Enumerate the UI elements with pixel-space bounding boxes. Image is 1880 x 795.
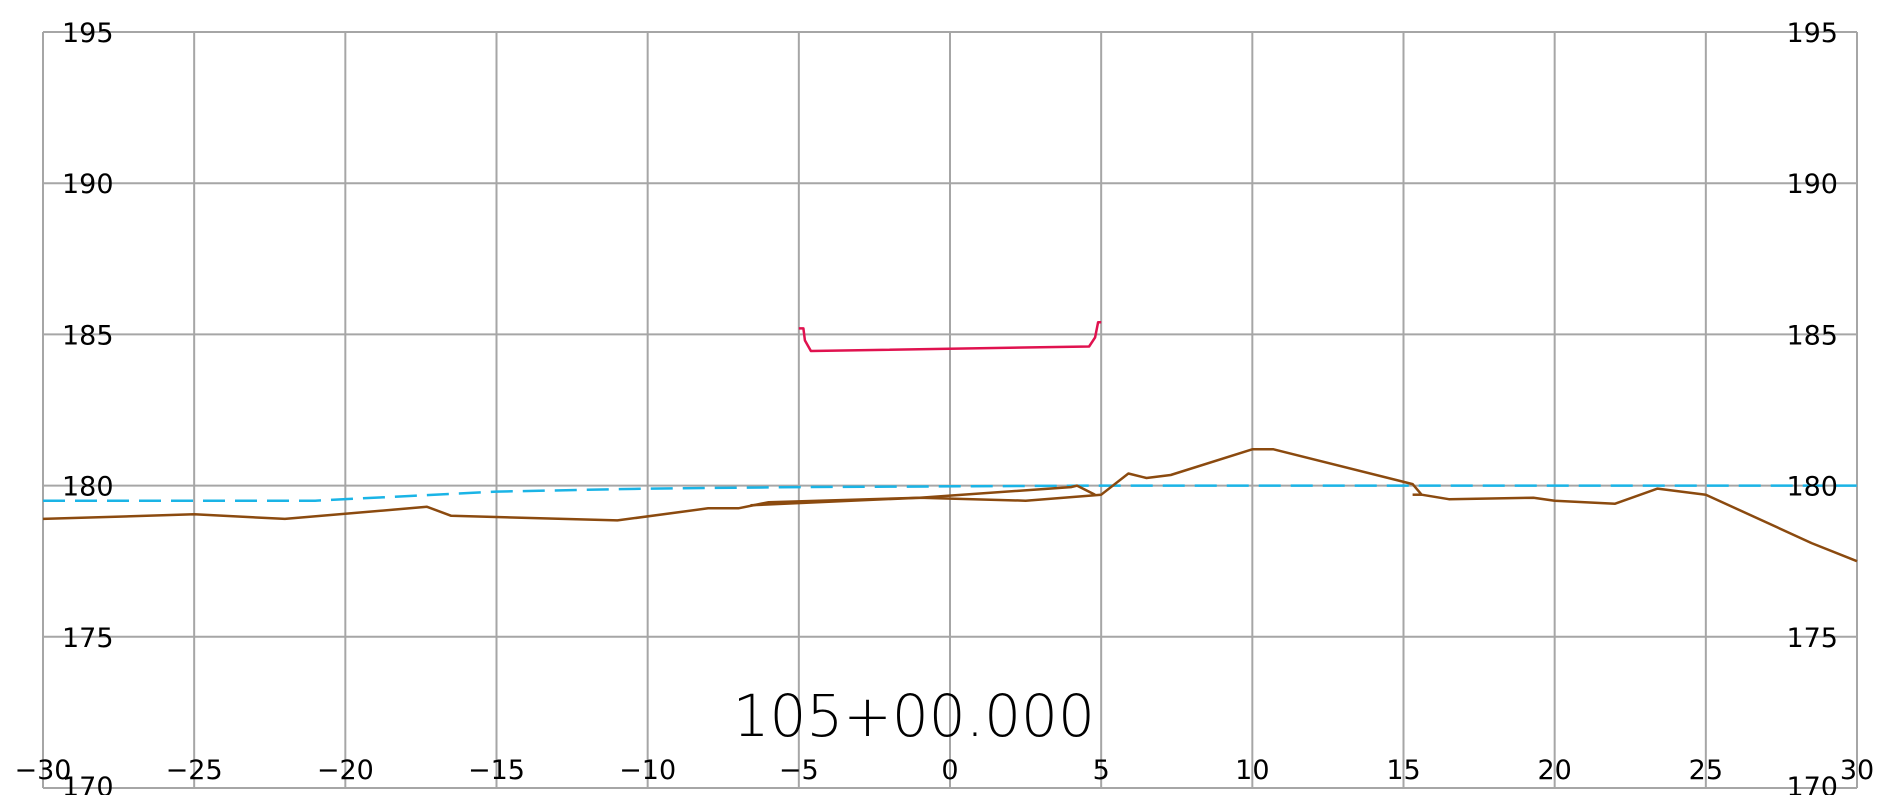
x-tick-label: −15 (468, 755, 525, 786)
x-tick-label: 10 (1235, 755, 1269, 786)
y-tick-label-left: 170 (62, 772, 114, 795)
series-line (798, 321, 1102, 353)
series-line (42, 448, 1858, 563)
y-tick-label-right: 185 (1786, 320, 1838, 351)
y-tick-label-left: 180 (62, 472, 114, 503)
x-tick-label: −20 (317, 755, 374, 786)
x-tick-label: 0 (941, 755, 958, 786)
y-tick-label-right: 190 (1786, 169, 1838, 200)
x-tick-label: 25 (1689, 755, 1723, 786)
y-tick-label-left: 195 (62, 18, 114, 49)
series-line (750, 484, 1096, 507)
chart-title: 105+00.000 (733, 682, 1095, 750)
y-tick-label-left: 175 (62, 623, 114, 654)
series-group (42, 321, 1858, 563)
x-tick-label: −10 (619, 755, 676, 786)
x-tick-label: −5 (779, 755, 819, 786)
y-tick-label-right: 195 (1786, 18, 1838, 49)
x-tick-label: 30 (1840, 755, 1874, 786)
series-line (43, 484, 1857, 502)
x-tick-label: −30 (15, 755, 72, 786)
y-tick-label-left: 185 (62, 320, 114, 351)
x-tick-label: −25 (166, 755, 223, 786)
y-tick-label-right: 180 (1786, 472, 1838, 503)
y-tick-label-right: 175 (1786, 623, 1838, 654)
x-tick-label: 15 (1386, 755, 1420, 786)
y-tick-label-right: 170 (1786, 772, 1838, 795)
y-tick-label-left: 190 (62, 169, 114, 200)
x-tick-label: 5 (1093, 755, 1110, 786)
x-tick-label: 20 (1537, 755, 1571, 786)
grid (42, 31, 1858, 789)
